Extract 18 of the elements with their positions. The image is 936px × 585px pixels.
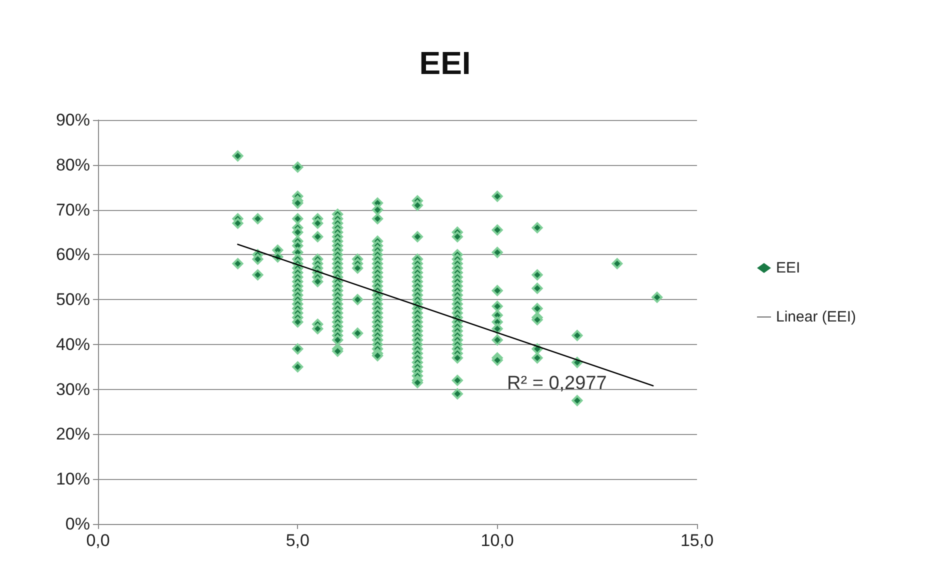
y-tick-label: 70%	[56, 200, 90, 220]
y-tick-label: 30%	[56, 380, 90, 399]
y-tick-label: 90%	[56, 110, 90, 130]
x-tick-label: 15,0	[680, 531, 714, 550]
y-tick-label: 10%	[56, 470, 90, 489]
y-tick-label: 40%	[56, 334, 90, 354]
y-tick-label: 0%	[65, 514, 90, 534]
y-tick-label: 80%	[56, 155, 90, 174]
x-tick-label: 0,0	[86, 531, 110, 550]
x-tick-label: 10,0	[480, 531, 514, 550]
y-tick-label: 60%	[56, 245, 90, 264]
legend-label: EEI	[776, 260, 800, 276]
x-tick-label: 5,0	[286, 531, 310, 550]
chart-title: EEI	[419, 45, 471, 81]
y-tick-label: 20%	[56, 424, 90, 444]
y-tick-label: 50%	[56, 290, 90, 310]
annotation: R² = 0,2977	[507, 373, 607, 394]
legend-label: Linear (EEI)	[776, 308, 856, 326]
